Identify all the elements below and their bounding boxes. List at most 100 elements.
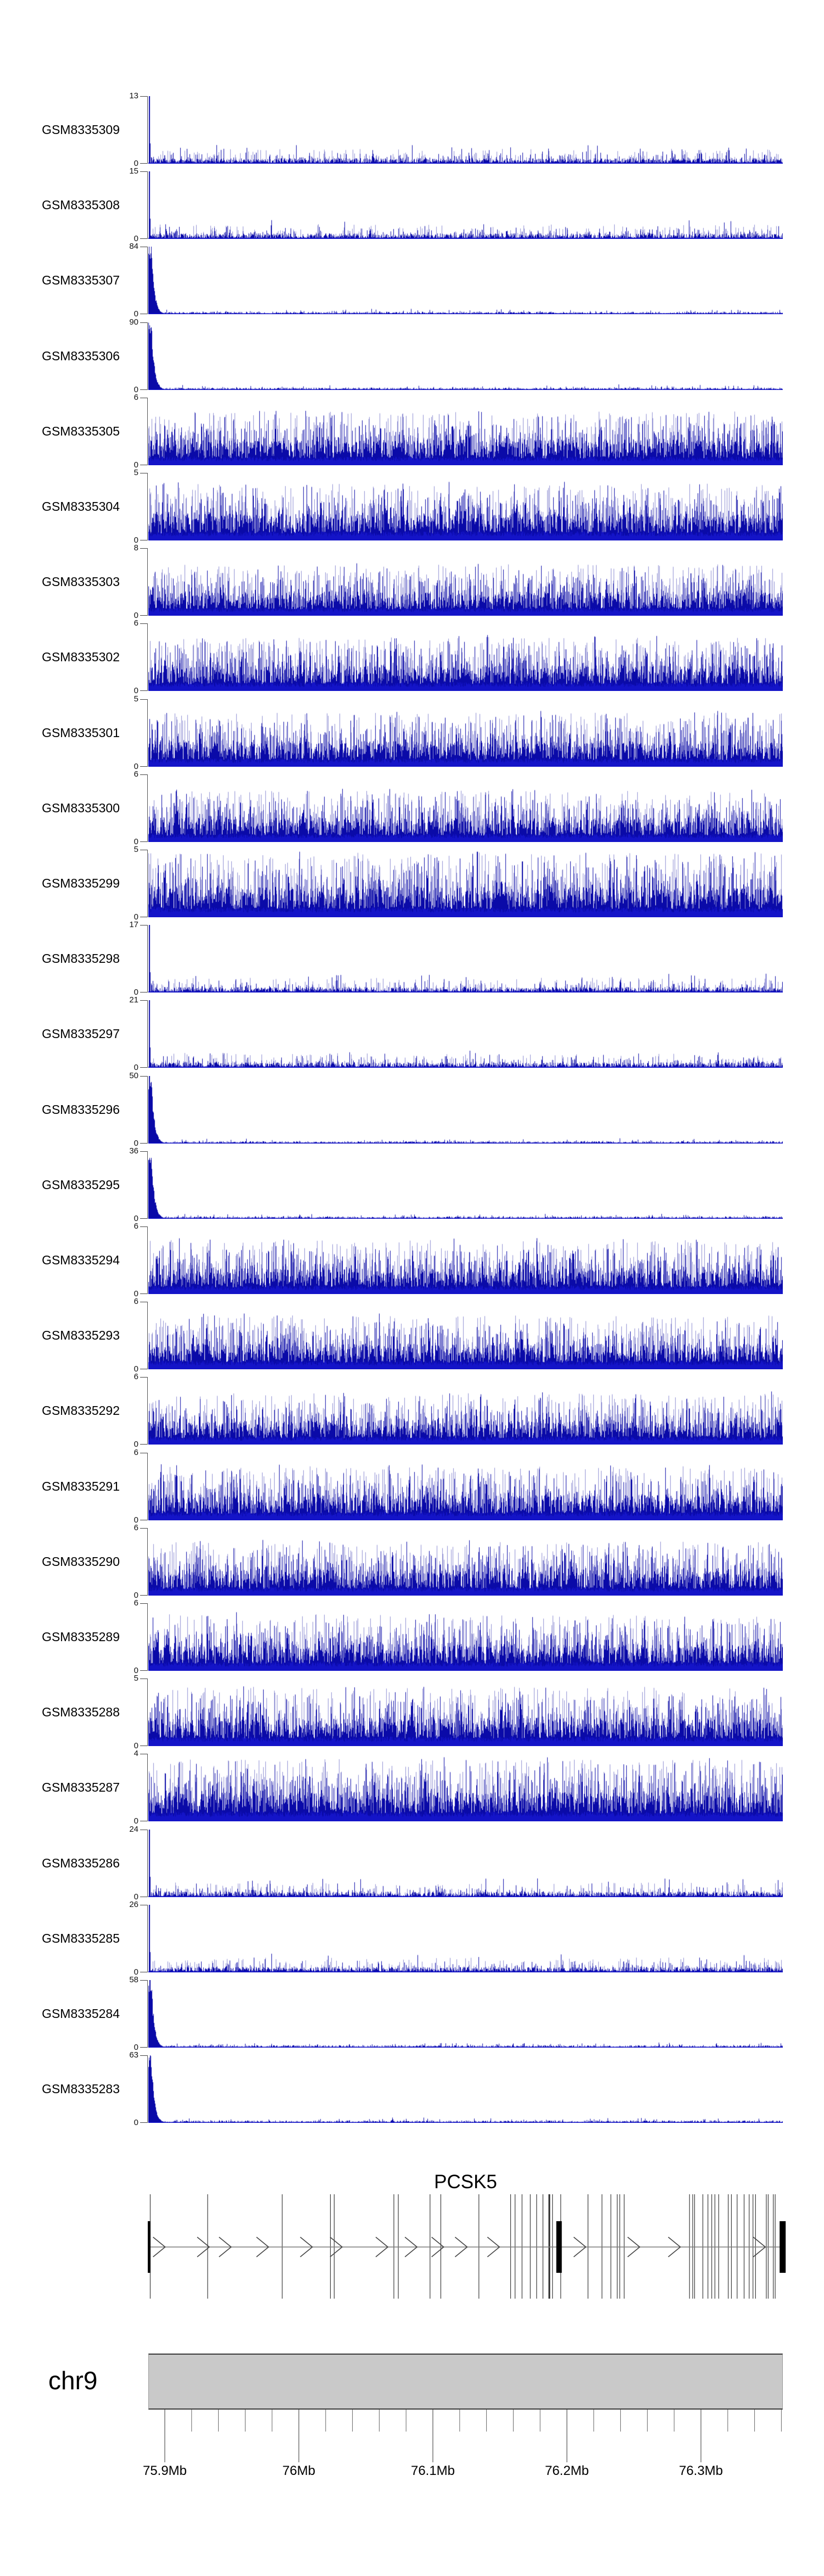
chromosome-ideogram — [148, 2354, 783, 2410]
y-axis-zero-label: 0 — [133, 385, 138, 394]
coverage-signal — [148, 850, 783, 917]
track-label: GSM8335288 — [42, 1705, 120, 1719]
y-axis-max-label: 6 — [133, 1523, 138, 1532]
y-axis-line — [147, 1377, 148, 1445]
strand-arrow-icon — [256, 2237, 270, 2257]
y-axis-max-label: 8 — [133, 543, 138, 553]
y-axis-line — [147, 1302, 148, 1369]
y-axis-max-label: 4 — [133, 1749, 138, 1758]
track-label: GSM8335293 — [42, 1328, 120, 1342]
y-axis-max-label: 5 — [133, 845, 138, 854]
y-axis-zero-label: 0 — [133, 1892, 138, 1902]
y-axis-zero-label: 0 — [133, 762, 138, 771]
coverage-signal — [148, 548, 783, 616]
axis-tick-label: 76.2Mb — [544, 2463, 589, 2478]
y-axis-top-tick — [140, 774, 147, 775]
y-axis-zero-label: 0 — [133, 1741, 138, 1750]
strand-arrow-icon — [197, 2237, 210, 2257]
strand-arrow-icon — [627, 2237, 641, 2257]
y-axis-max-label: 6 — [133, 1598, 138, 1608]
track-label: GSM8335302 — [42, 650, 120, 664]
y-axis-line — [147, 1679, 148, 1746]
y-axis-bottom-tick — [140, 690, 147, 691]
coverage-signal — [148, 1076, 783, 1144]
track-row: GSM8335290 6 0 — [0, 1523, 824, 1600]
coverage-signal — [148, 1528, 783, 1596]
track-label: GSM8335283 — [42, 2082, 120, 2096]
track-row: GSM8335304 5 0 — [0, 468, 824, 545]
strand-arrow-icon — [573, 2237, 587, 2257]
y-axis-line — [147, 548, 148, 616]
strand-arrow-icon — [454, 2237, 468, 2257]
y-axis-line — [147, 1226, 148, 1294]
track-row: GSM8335296 50 0 — [0, 1071, 824, 1148]
track-row: GSM8335301 5 0 — [0, 694, 824, 771]
y-axis-zero-label: 0 — [133, 234, 138, 243]
strand-arrow-icon — [375, 2237, 389, 2257]
y-axis-max-label: 24 — [129, 1825, 138, 1834]
track-label: GSM8335290 — [42, 1554, 120, 1569]
coverage-signal — [148, 623, 783, 691]
coverage-signal — [148, 96, 783, 164]
track-label: GSM8335308 — [42, 198, 120, 212]
track-label: GSM8335296 — [42, 1102, 120, 1117]
coverage-signal — [148, 699, 783, 767]
strand-arrow-icon — [300, 2237, 313, 2257]
y-axis-line — [147, 1453, 148, 1520]
y-axis-bottom-tick — [140, 2122, 147, 2123]
y-axis-line — [147, 925, 148, 993]
track-row: GSM8335299 5 0 — [0, 845, 824, 922]
y-axis-bottom-tick — [140, 1143, 147, 1144]
y-axis-max-label: 84 — [129, 242, 138, 251]
exon-box — [556, 2221, 562, 2273]
y-axis-zero-label: 0 — [133, 837, 138, 846]
track-row: GSM8335292 6 0 — [0, 1372, 824, 1449]
y-axis-top-tick — [140, 1980, 147, 1981]
track-row: GSM8335307 84 0 — [0, 242, 824, 319]
y-axis-top-tick — [140, 623, 147, 624]
y-axis-zero-label: 0 — [133, 686, 138, 695]
track-row: GSM8335287 4 0 — [0, 1749, 824, 1826]
coverage-signal — [148, 1302, 783, 1369]
track-label: GSM8335284 — [42, 2006, 120, 2021]
y-axis-max-label: 50 — [129, 1071, 138, 1080]
track-row: GSM8335295 36 0 — [0, 1146, 824, 1223]
coverage-signal — [148, 1830, 783, 1897]
y-axis-max-label: 6 — [133, 1222, 138, 1231]
track-label: GSM8335287 — [42, 1780, 120, 1794]
track-row: GSM8335286 24 0 — [0, 1825, 824, 1902]
y-axis-bottom-tick — [140, 389, 147, 390]
y-axis-line — [147, 398, 148, 465]
y-axis-zero-label: 0 — [133, 1289, 138, 1298]
y-axis-max-label: 36 — [129, 1146, 138, 1156]
y-axis-top-tick — [140, 96, 147, 97]
gene-model-track — [148, 2194, 786, 2299]
y-axis-zero-label: 0 — [133, 912, 138, 922]
track-row: GSM8335309 13 0 — [0, 91, 824, 168]
y-axis-line — [147, 171, 148, 239]
y-axis-top-tick — [140, 1528, 147, 1529]
y-axis-max-label: 5 — [133, 1674, 138, 1683]
y-axis-line — [147, 1754, 148, 1821]
y-axis-max-label: 90 — [129, 317, 138, 327]
track-row: GSM8335284 58 0 — [0, 1975, 824, 2052]
exon-box — [148, 2221, 151, 2273]
y-axis-max-label: 15 — [129, 166, 138, 176]
y-axis-bottom-tick — [140, 766, 147, 767]
y-axis-zero-label: 0 — [133, 1364, 138, 1374]
y-axis-bottom-tick — [140, 1293, 147, 1294]
coverage-signal — [148, 1679, 783, 1746]
y-axis-max-label: 6 — [133, 1372, 138, 1381]
coverage-signal — [148, 1905, 783, 1972]
coverage-signal — [148, 1603, 783, 1671]
exon-box — [780, 2221, 786, 2273]
coverage-signal — [148, 171, 783, 239]
y-axis-line — [147, 1830, 148, 1897]
y-axis-zero-label: 0 — [133, 460, 138, 470]
y-axis-line — [147, 1528, 148, 1596]
track-label: GSM8335304 — [42, 499, 120, 514]
y-axis-line — [147, 1000, 148, 1068]
y-axis-max-label: 5 — [133, 468, 138, 477]
y-axis-line — [147, 623, 148, 691]
y-axis-top-tick — [140, 548, 147, 549]
